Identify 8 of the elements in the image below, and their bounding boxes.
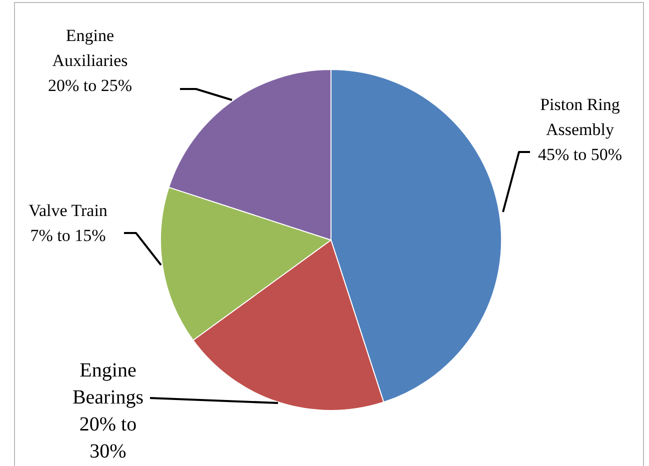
- data-label: 20% to 30%: [79, 413, 137, 462]
- slice-label: Piston Ring Assembly: [540, 94, 620, 139]
- slice-label: Engine Auxiliaries: [52, 26, 128, 70]
- slice-label: Valve Train: [28, 200, 108, 220]
- data-label: 45% to 50%: [538, 144, 622, 164]
- data-label: 20% to 25%: [48, 76, 132, 95]
- slice-label: Engine Bearings: [72, 359, 144, 408]
- data-label: 7% to 15%: [30, 226, 106, 245]
